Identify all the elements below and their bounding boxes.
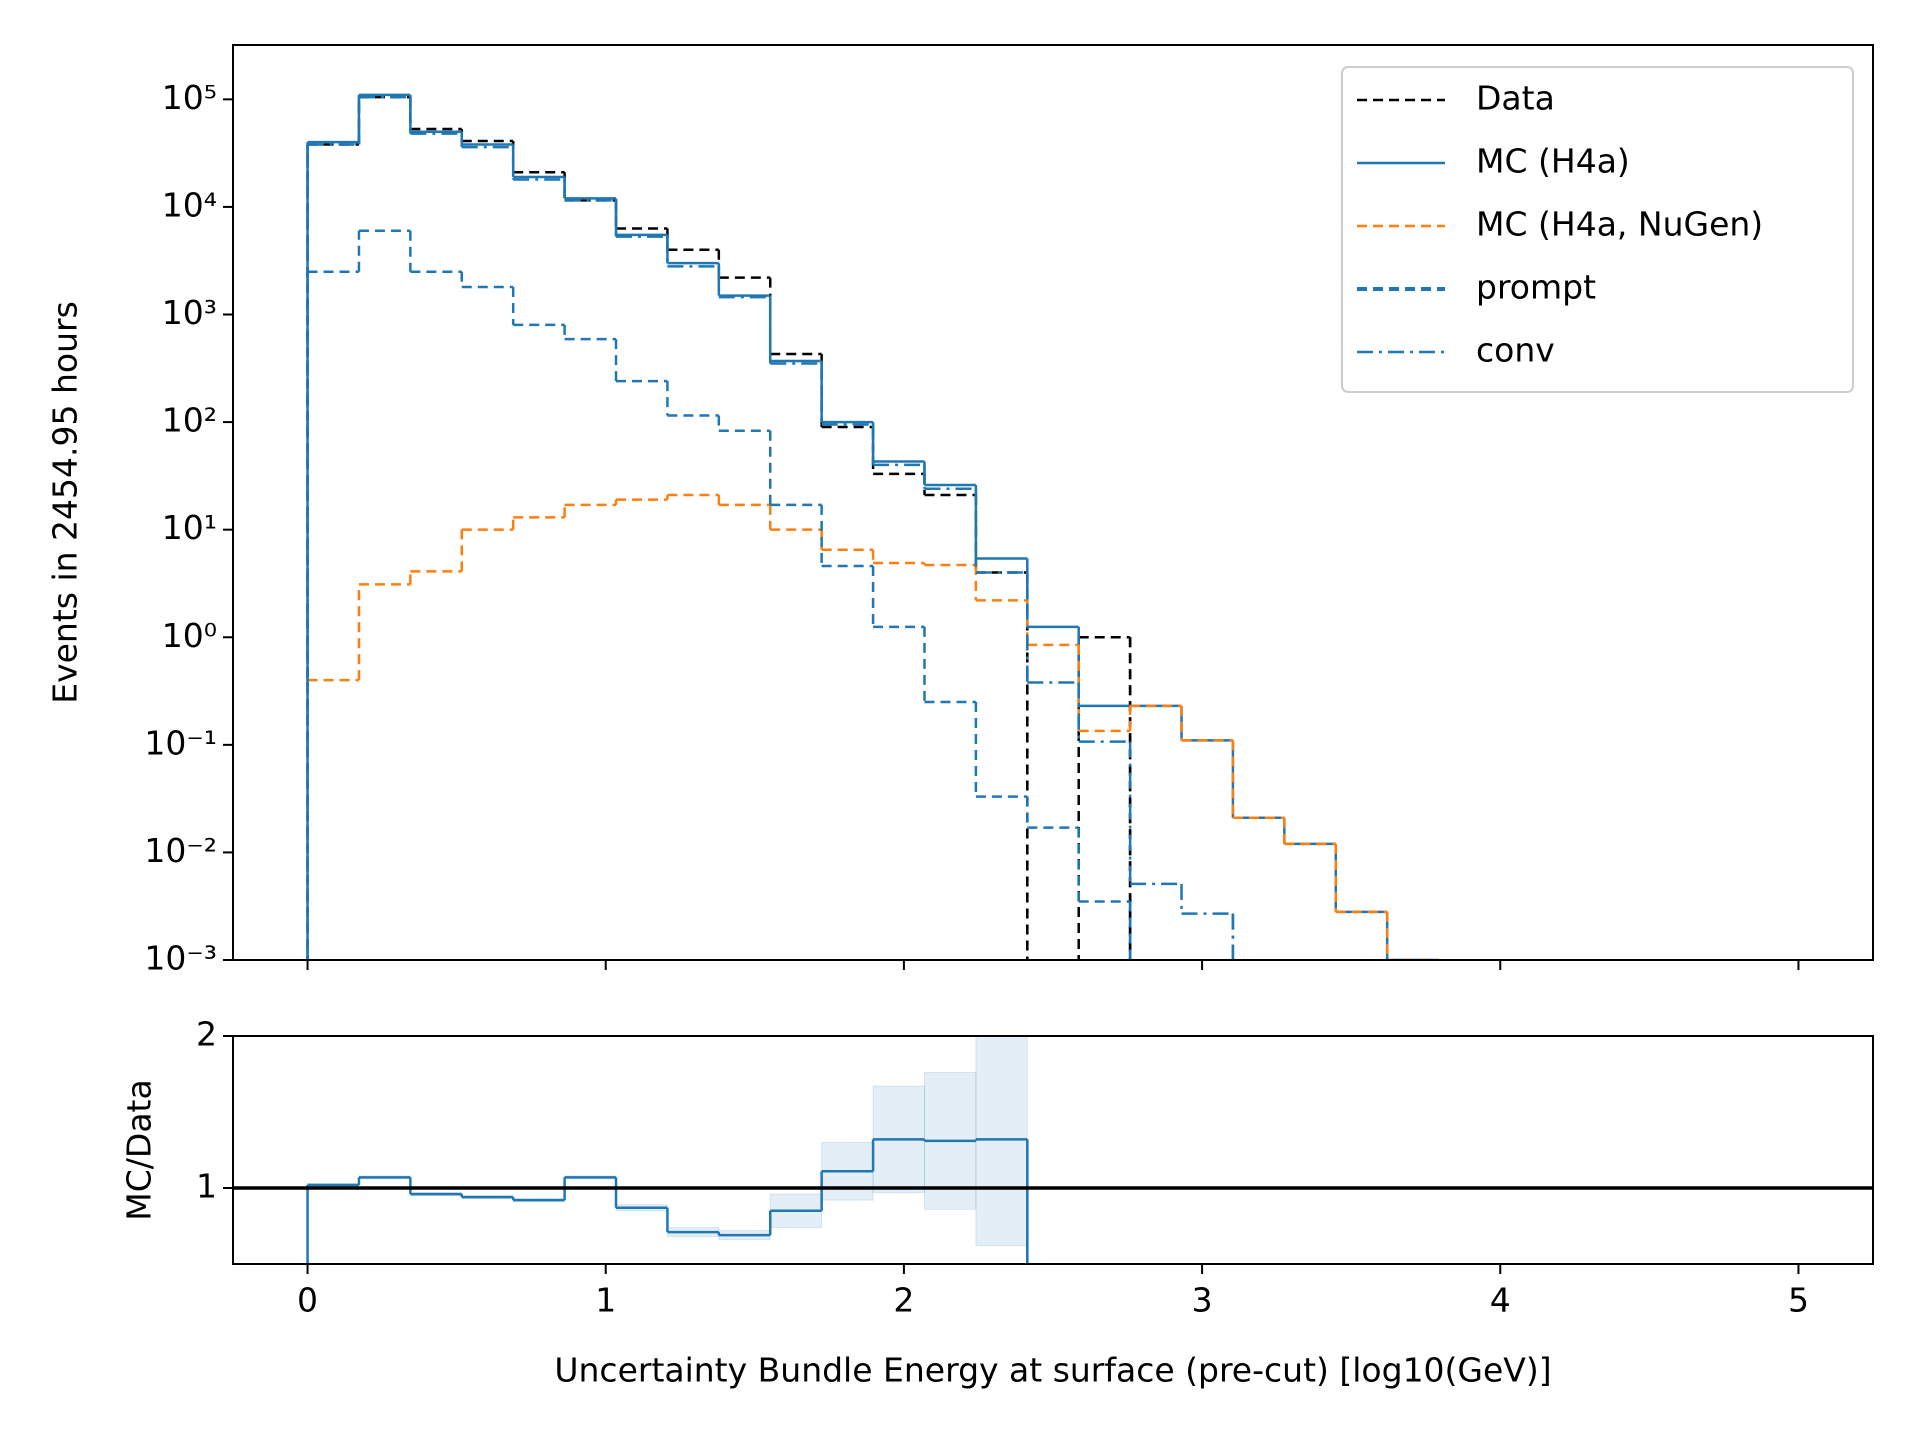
y-tick-label: 10² [162, 401, 217, 440]
axes-frame [232, 44, 1874, 961]
y-tick-label: 10⁻² [144, 831, 217, 870]
y-axis-label: Events in 2454.95 hours [46, 301, 85, 704]
x-axis-label: Uncertainty Bundle Energy at surface (pr… [554, 1351, 1551, 1390]
axes-frame [232, 1035, 1874, 1265]
legend-box [1341, 66, 1854, 393]
y-tick-label: 10⁻³ [144, 939, 217, 978]
x-tick-label: 1 [595, 1281, 616, 1320]
legend-label: prompt [1476, 268, 1596, 307]
plot-area [306, 93, 1439, 960]
legend-label: MC (H4a, NuGen) [1476, 205, 1763, 244]
x-tick-label: 4 [1490, 1281, 1511, 1320]
y-tick-label: 2 [196, 1015, 217, 1054]
x-tick-label: 3 [1192, 1281, 1213, 1320]
legend-label: MC (H4a) [1476, 142, 1630, 181]
y-tick-label: 10⁴ [162, 185, 217, 224]
x-tick-label: 0 [297, 1281, 318, 1320]
y-tick-label: 10³ [162, 293, 217, 332]
legend-label: conv [1476, 331, 1555, 370]
plot-area [233, 1036, 1873, 1264]
legend-label: Data [1476, 79, 1555, 118]
y-tick-label: 10⁵ [162, 78, 217, 117]
x-tick-label: 2 [893, 1281, 914, 1320]
y-axis-label: MC/Data [120, 1079, 159, 1220]
y-tick-label: 10⁻¹ [144, 723, 217, 762]
y-tick-label: 1 [196, 1167, 217, 1206]
x-tick-label: 5 [1788, 1281, 1809, 1320]
y-tick-label: 10⁰ [162, 616, 217, 655]
y-tick-label: 10¹ [162, 508, 217, 547]
